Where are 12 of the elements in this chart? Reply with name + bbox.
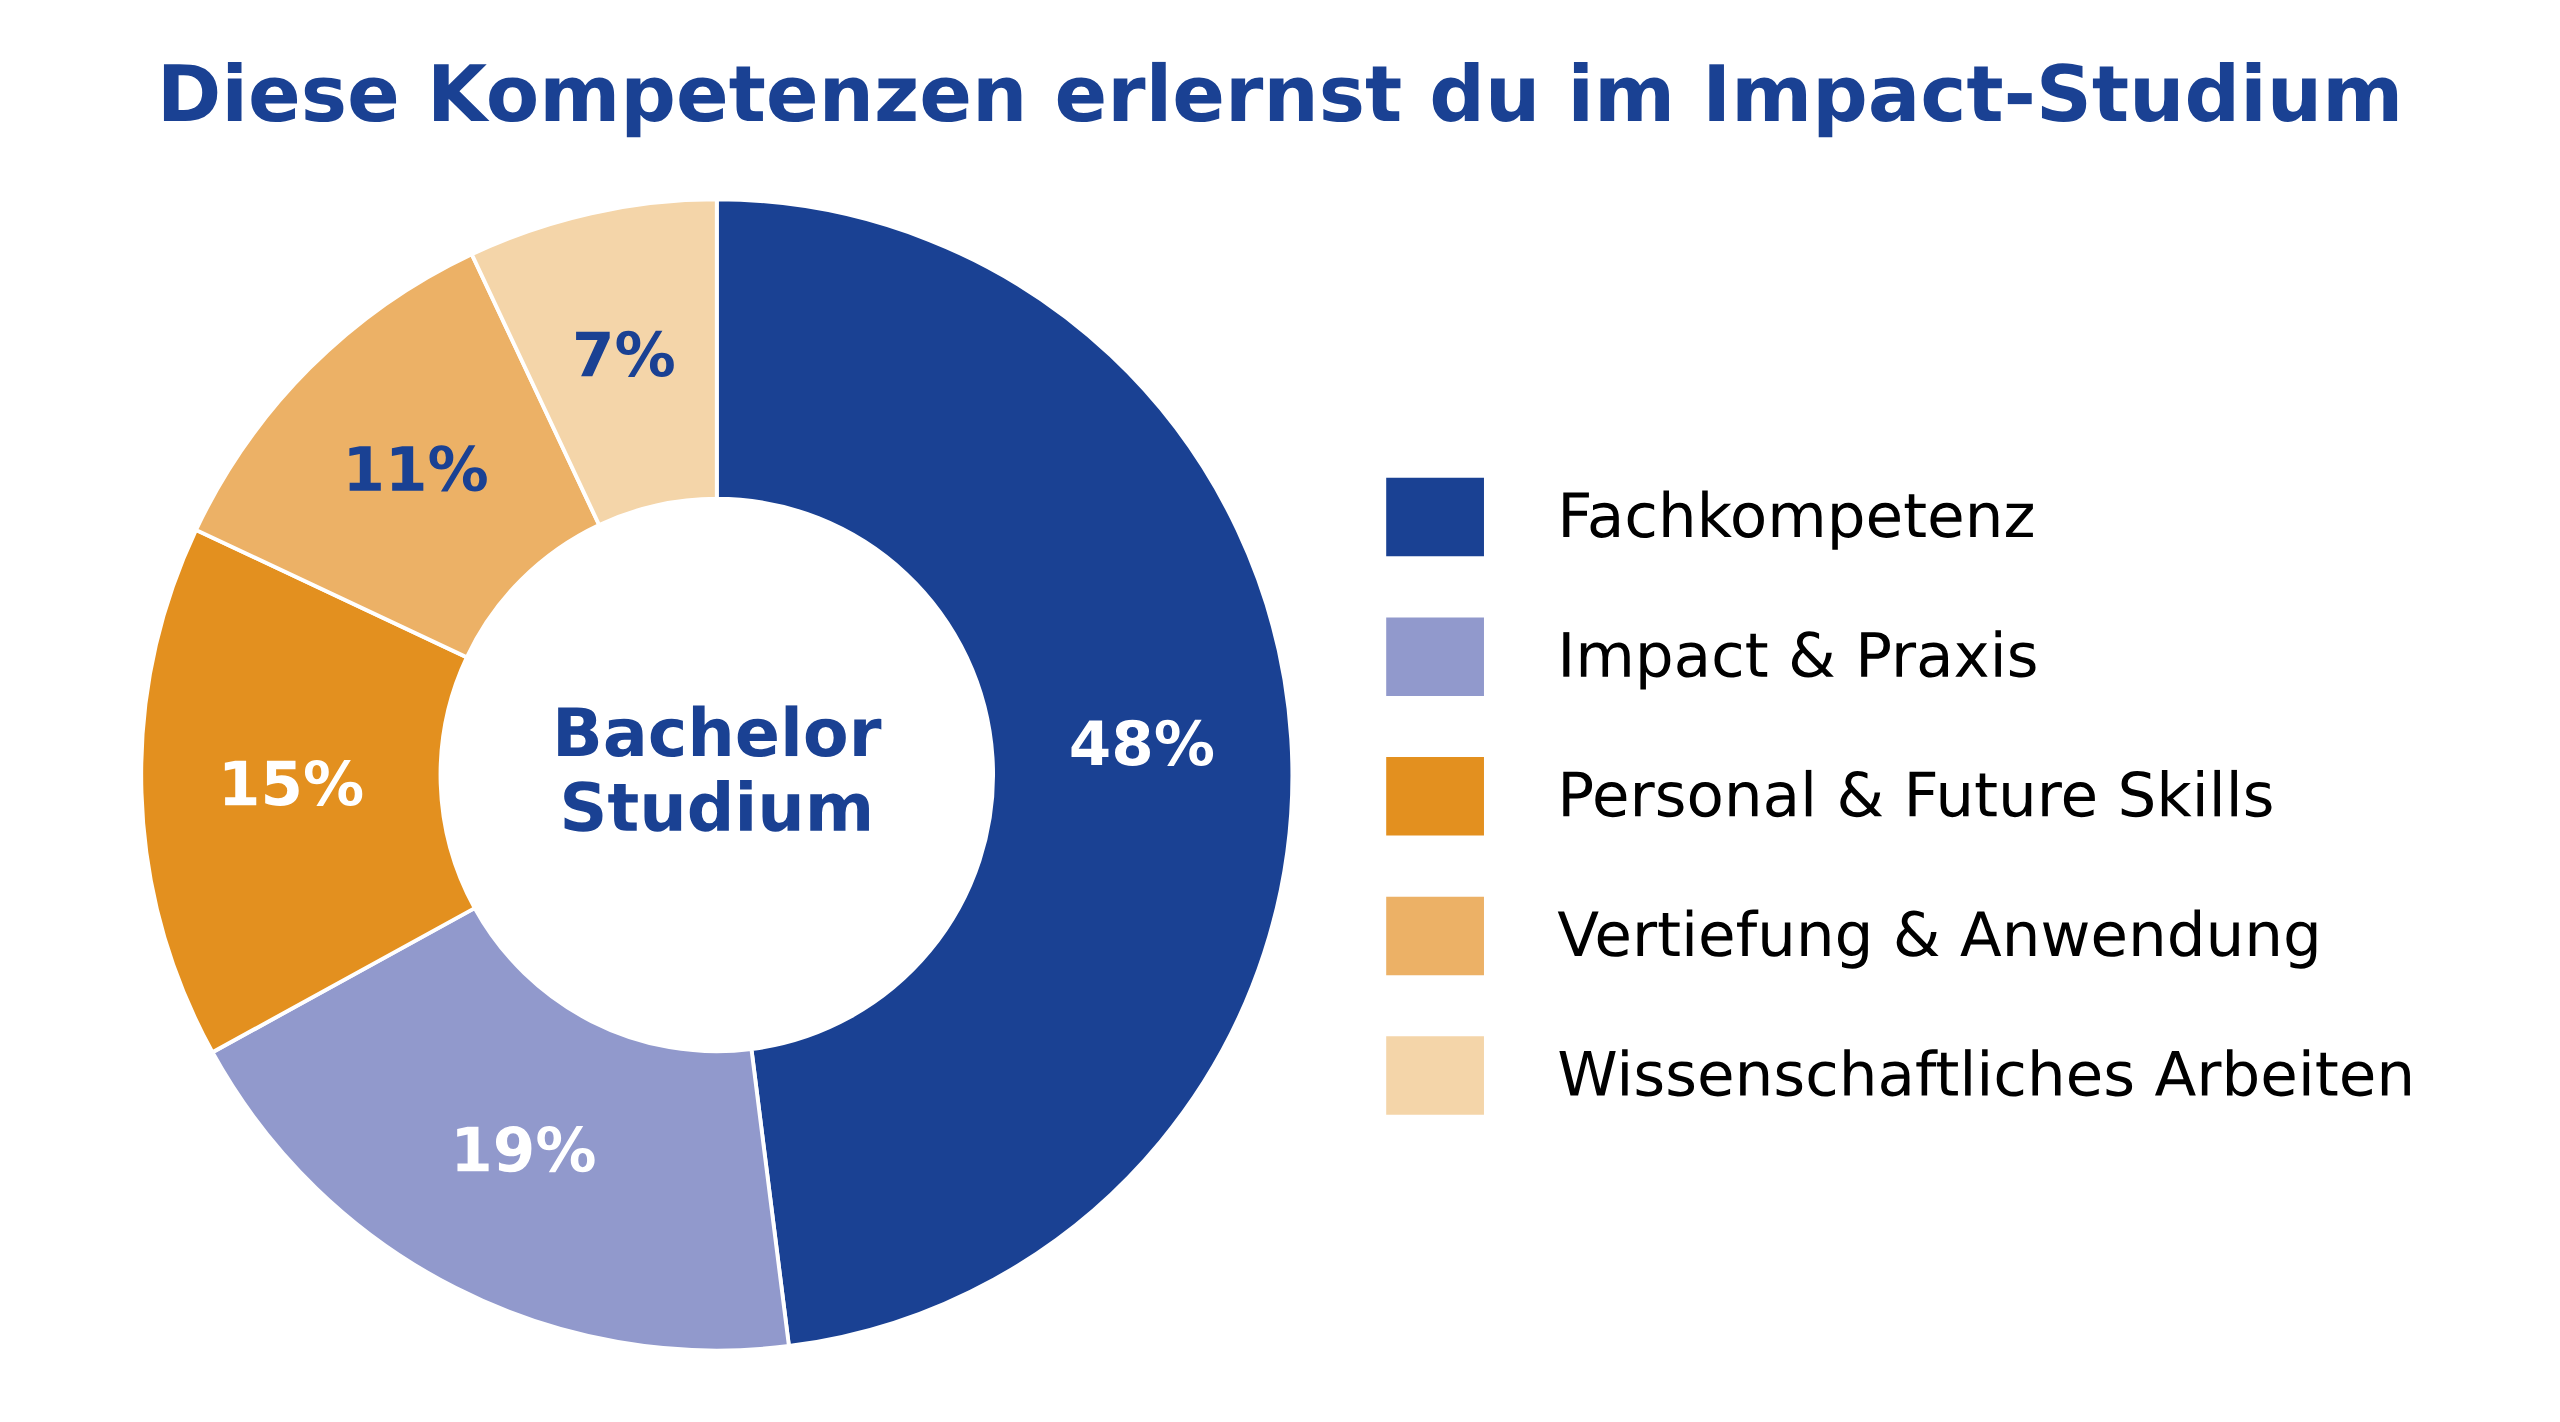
data-label: 7% <box>576 330 674 378</box>
data-label: 11% <box>349 445 487 492</box>
data-label: 15% <box>224 759 363 807</box>
data-label: 19% <box>457 1126 595 1173</box>
legend-label: Impact & Praxis <box>1563 630 2036 690</box>
legend-label: Vertiefung & Anwendung <box>1557 909 2317 969</box>
legend-label: Fachkompetenz <box>1563 490 2033 550</box>
legend-label: Wissenschaftliches Arbeiten <box>1559 1049 2410 1097</box>
data-label: 48% <box>1071 719 1214 766</box>
text: Bachelor Studium <box>558 705 882 832</box>
chart-title: Diese Kompetenzen erlernst du im Impact-Studium <box>163 61 2398 138</box>
legend-label: Personal & Future Skills <box>1563 769 2272 818</box>
